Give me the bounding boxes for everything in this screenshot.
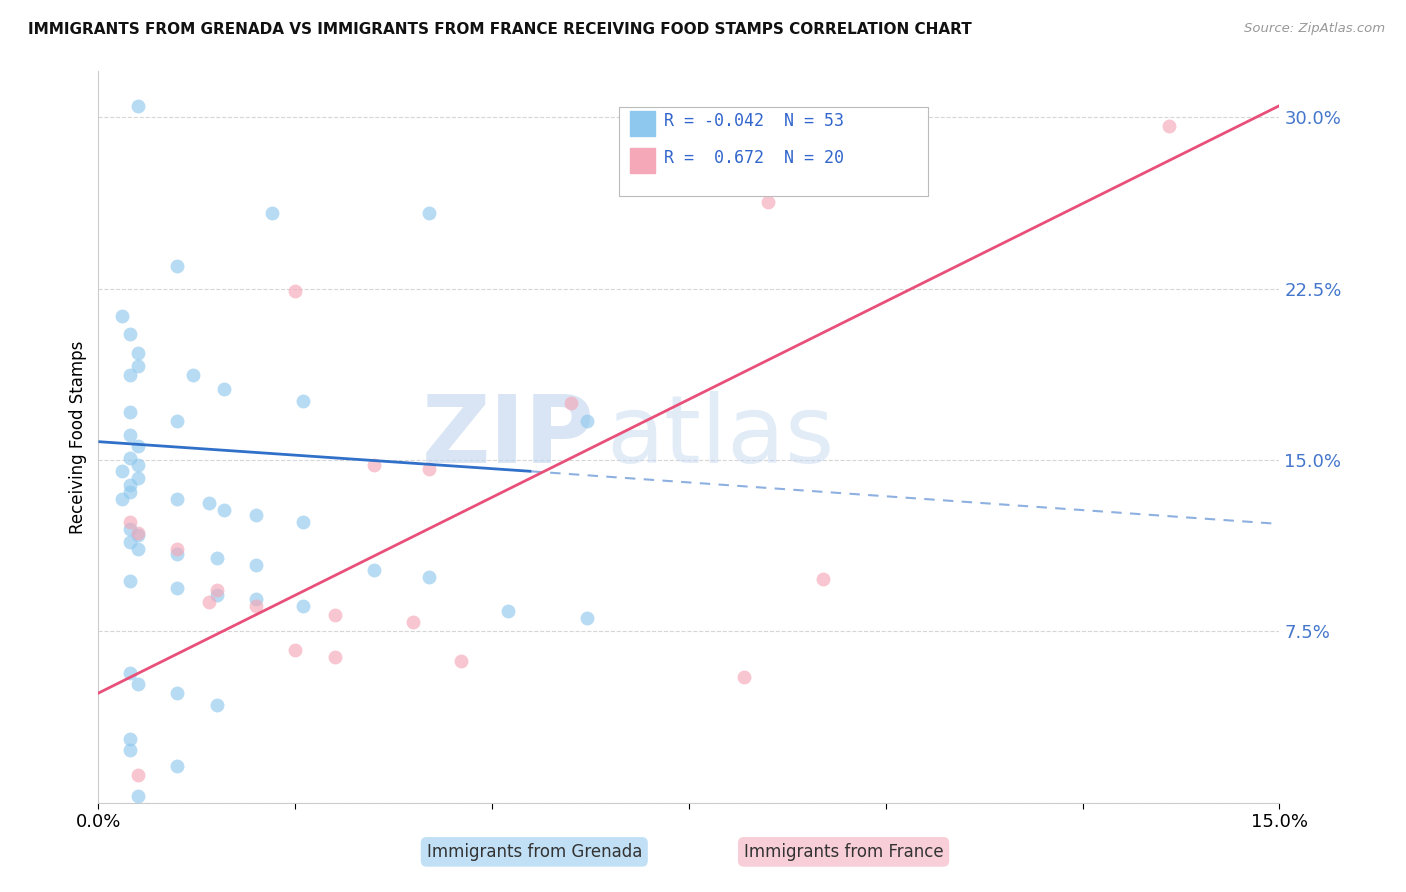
Point (118, 427, 141, 442)
Point (111, 309, 134, 323)
Point (575, 610, 598, 624)
Point (127, 359, 149, 374)
Point (284, 642, 307, 657)
Point (166, 259, 188, 273)
Point (214, 503, 236, 517)
Point (363, 563, 385, 577)
Text: atlas: atlas (606, 391, 835, 483)
Point (418, 206, 440, 220)
Text: Immigrants from France: Immigrants from France (744, 843, 943, 861)
Point (118, 574, 141, 588)
Y-axis label: Receiving Food Stamps: Receiving Food Stamps (69, 341, 87, 533)
Point (127, 458, 149, 472)
Point (205, 698, 228, 712)
Point (118, 515, 141, 529)
Point (245, 508, 267, 522)
Point (575, 414, 598, 428)
Point (118, 535, 141, 549)
Point (118, 405, 141, 419)
Point (118, 368, 141, 383)
Point (205, 588, 228, 602)
Point (127, 677, 149, 691)
Point (166, 542, 188, 557)
Point (127, 439, 149, 453)
Point (323, 649, 346, 664)
Point (197, 496, 219, 510)
Point (205, 551, 228, 566)
Point (118, 743, 141, 757)
Point (166, 491, 188, 506)
Point (1159, 119, 1181, 133)
Point (166, 686, 188, 700)
Point (260, 206, 283, 220)
Point (245, 599, 267, 614)
Point (127, 345, 149, 359)
Point (111, 464, 134, 478)
Point (363, 458, 385, 472)
Point (418, 462, 440, 476)
Point (292, 515, 315, 529)
Text: Source: ZipAtlas.com: Source: ZipAtlas.com (1244, 22, 1385, 36)
Point (284, 284, 307, 298)
Point (181, 368, 204, 383)
Point (127, 528, 149, 542)
Point (118, 521, 141, 535)
Point (733, 670, 755, 684)
Point (127, 526, 149, 541)
Text: Immigrants from Grenada: Immigrants from Grenada (426, 843, 643, 861)
Point (418, 569, 440, 583)
Point (166, 581, 188, 595)
Point (402, 615, 425, 630)
Text: IMMIGRANTS FROM GRENADA VS IMMIGRANTS FROM FRANCE RECEIVING FOOD STAMPS CORRELAT: IMMIGRANTS FROM GRENADA VS IMMIGRANTS FR… (28, 22, 972, 37)
Point (811, 572, 834, 586)
Point (166, 414, 188, 428)
Point (450, 654, 472, 668)
Point (127, 471, 149, 485)
Point (118, 450, 141, 465)
Point (205, 583, 228, 598)
Point (496, 604, 519, 618)
Point (111, 491, 134, 506)
Point (127, 789, 149, 803)
Point (127, 768, 149, 782)
Point (292, 393, 315, 408)
Point (118, 327, 141, 342)
Text: R = -0.042  N = 53: R = -0.042 N = 53 (664, 112, 844, 130)
Point (214, 382, 236, 396)
Point (245, 592, 267, 607)
Point (197, 594, 219, 608)
Point (323, 608, 346, 623)
Point (292, 599, 315, 614)
Point (118, 665, 141, 680)
Point (166, 547, 188, 561)
Text: ZIP: ZIP (422, 391, 595, 483)
Point (127, 98, 149, 112)
Point (118, 731, 141, 746)
Point (127, 542, 149, 557)
Point (560, 396, 582, 410)
Point (118, 485, 141, 500)
Point (756, 194, 779, 209)
Text: R =  0.672  N = 20: R = 0.672 N = 20 (664, 149, 844, 167)
Point (166, 759, 188, 773)
Point (245, 558, 267, 573)
Point (118, 478, 141, 492)
